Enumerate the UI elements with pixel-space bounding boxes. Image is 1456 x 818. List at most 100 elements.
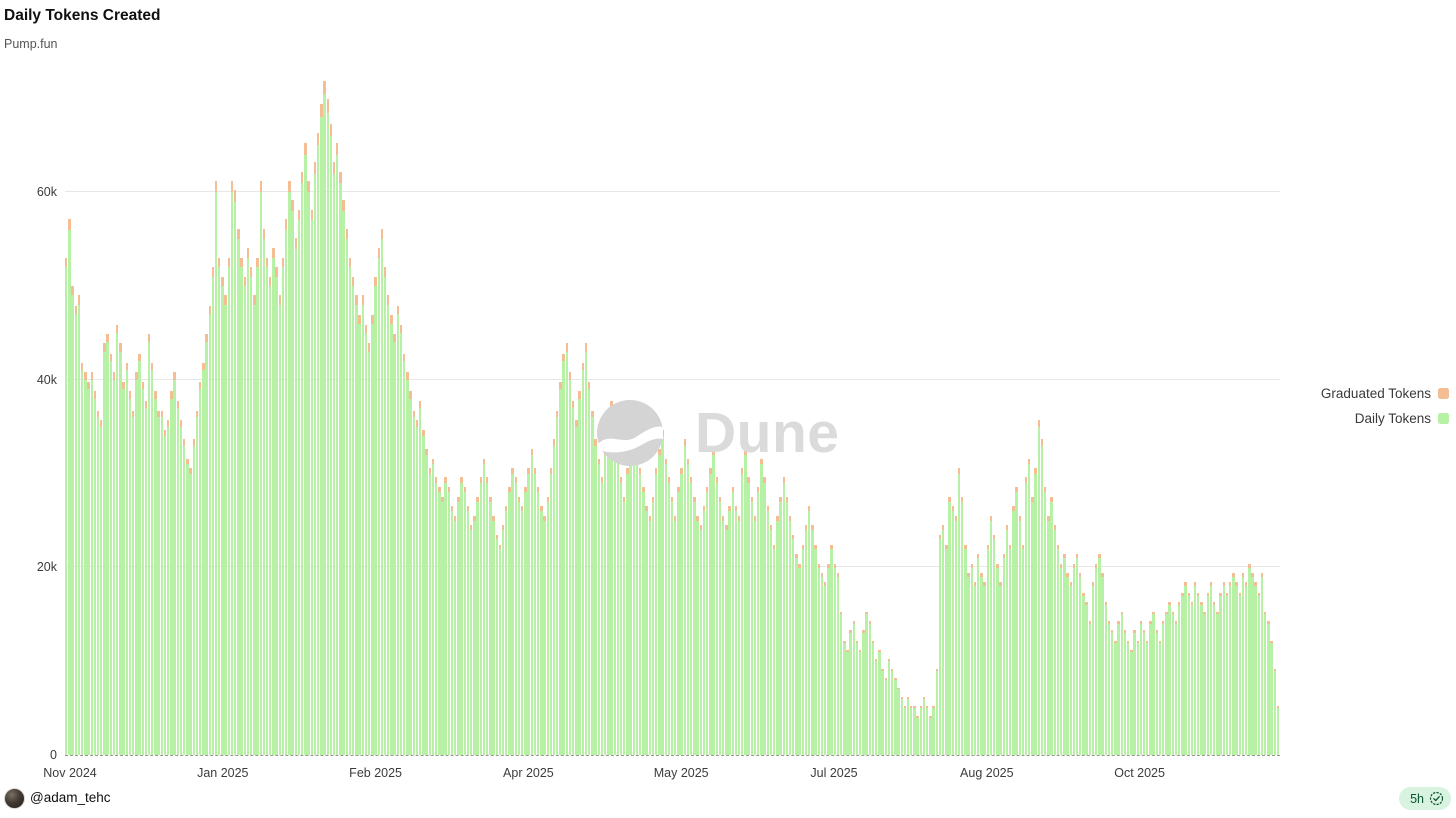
bar[interactable] <box>957 468 961 755</box>
bar[interactable] <box>1126 640 1130 755</box>
bar[interactable] <box>1197 592 1200 755</box>
bar[interactable] <box>897 687 900 755</box>
bar[interactable] <box>300 171 304 755</box>
bar[interactable] <box>304 142 307 755</box>
bar[interactable] <box>820 573 824 755</box>
bar[interactable] <box>186 458 189 755</box>
bar[interactable] <box>1034 468 1037 755</box>
bar[interactable] <box>1174 620 1178 755</box>
bar[interactable] <box>779 497 782 755</box>
bar[interactable] <box>147 333 151 755</box>
bar[interactable] <box>734 506 738 755</box>
bar[interactable] <box>626 468 629 755</box>
bar[interactable] <box>109 353 113 755</box>
bar[interactable] <box>1276 706 1280 755</box>
bar[interactable] <box>629 438 632 755</box>
time-badge[interactable]: 5h <box>1399 787 1451 810</box>
bar[interactable] <box>616 458 620 755</box>
bar[interactable] <box>476 497 479 755</box>
bar[interactable] <box>390 315 393 755</box>
bar[interactable] <box>1056 544 1060 755</box>
bar[interactable] <box>1193 582 1197 755</box>
bar[interactable] <box>702 506 706 755</box>
bar[interactable] <box>961 497 964 755</box>
bar[interactable] <box>1130 650 1133 755</box>
bar[interactable] <box>1165 611 1168 755</box>
bar[interactable] <box>645 506 648 755</box>
bar[interactable] <box>342 199 345 755</box>
bar[interactable] <box>750 497 754 755</box>
bar[interactable] <box>1110 630 1114 755</box>
bar[interactable] <box>686 458 690 755</box>
bar[interactable] <box>450 506 454 755</box>
bar[interactable] <box>935 668 938 755</box>
bar[interactable] <box>1082 592 1085 755</box>
bar[interactable] <box>1251 573 1254 755</box>
bar[interactable] <box>986 544 989 755</box>
bar[interactable] <box>240 257 243 755</box>
bar[interactable] <box>712 449 715 755</box>
bar[interactable] <box>1012 506 1015 755</box>
bar[interactable] <box>721 515 725 755</box>
bar[interactable] <box>1047 515 1050 755</box>
bar[interactable] <box>823 582 827 755</box>
bar[interactable] <box>801 544 805 755</box>
bar[interactable] <box>1209 582 1213 755</box>
bar[interactable] <box>654 468 658 755</box>
bar[interactable] <box>125 362 128 755</box>
legend-item-daily-tokens[interactable]: Daily Tokens <box>1355 408 1449 429</box>
bar[interactable] <box>138 353 141 755</box>
bar[interactable] <box>278 295 282 755</box>
bar[interactable] <box>690 477 693 755</box>
bar[interactable] <box>326 99 329 755</box>
author-avatar[interactable] <box>4 788 25 809</box>
bar[interactable] <box>964 544 967 755</box>
bar[interactable] <box>890 668 894 755</box>
bar[interactable] <box>182 438 186 755</box>
bar[interactable] <box>776 515 779 755</box>
bar[interactable] <box>572 401 575 755</box>
bar[interactable] <box>929 715 932 755</box>
bar[interactable] <box>243 276 246 755</box>
bar[interactable] <box>205 333 208 755</box>
bar[interactable] <box>1213 602 1216 755</box>
bar[interactable] <box>782 477 785 755</box>
bar[interactable] <box>332 162 336 755</box>
bar[interactable] <box>517 497 521 755</box>
bar[interactable] <box>237 228 240 755</box>
bar[interactable] <box>1273 668 1276 755</box>
bar[interactable] <box>1168 602 1171 755</box>
bar[interactable] <box>1187 592 1190 755</box>
bar[interactable] <box>393 333 396 755</box>
bar[interactable] <box>1152 611 1155 755</box>
bar[interactable] <box>87 381 90 755</box>
bar[interactable] <box>919 706 923 755</box>
bar[interactable] <box>377 247 380 755</box>
bar[interactable] <box>1146 640 1149 755</box>
bar[interactable] <box>313 162 317 755</box>
bar[interactable] <box>93 391 97 755</box>
bar[interactable] <box>677 486 680 755</box>
bar[interactable] <box>1024 477 1028 755</box>
bar[interactable] <box>1031 497 1034 755</box>
bar[interactable] <box>329 123 333 755</box>
bar[interactable] <box>1238 592 1241 755</box>
bar[interactable] <box>855 640 859 755</box>
bar[interactable] <box>1002 554 1005 755</box>
bar[interactable] <box>757 486 760 755</box>
bar[interactable] <box>198 381 202 755</box>
bar[interactable] <box>100 420 103 755</box>
bar[interactable] <box>291 199 294 755</box>
bar[interactable] <box>269 276 272 755</box>
bar[interactable] <box>989 515 993 755</box>
bar[interactable] <box>498 544 502 755</box>
bar[interactable] <box>167 420 170 755</box>
bar[interactable] <box>246 247 250 755</box>
bar[interactable] <box>814 544 817 755</box>
bar[interactable] <box>224 295 227 755</box>
bar[interactable] <box>600 477 604 755</box>
bar[interactable] <box>811 525 814 755</box>
bar[interactable] <box>632 420 636 755</box>
bar[interactable] <box>316 133 320 755</box>
bar[interactable] <box>447 486 451 755</box>
